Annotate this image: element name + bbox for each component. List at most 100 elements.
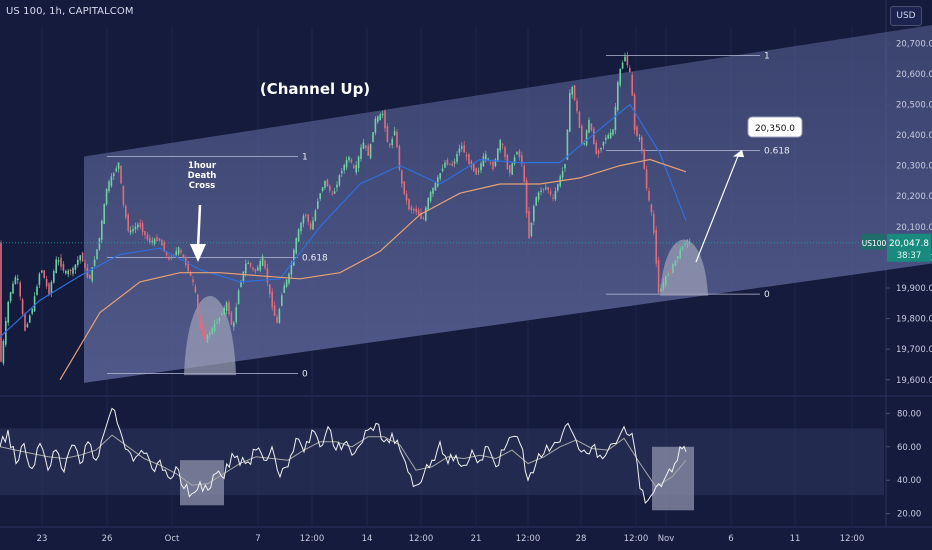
candle-body — [619, 69, 621, 85]
candle-body — [58, 260, 60, 261]
candle-body — [377, 116, 379, 121]
time-tick-label: 11 — [790, 534, 801, 544]
candle-body — [137, 224, 139, 227]
candle-body — [555, 191, 557, 199]
symbol-header: US 100, 1h, CAPITALCOM — [6, 6, 134, 17]
candle-body — [216, 322, 218, 323]
candle-body — [0, 243, 2, 362]
candle-body — [113, 173, 115, 176]
candle-body — [579, 112, 581, 128]
candle-body — [223, 308, 225, 314]
candle-body — [255, 269, 257, 271]
candle-body — [324, 181, 326, 188]
death-cross-label-1: 1hour — [188, 161, 217, 171]
fib-right-0-label: 0 — [764, 290, 770, 300]
candle-body — [39, 274, 41, 285]
candle-body — [180, 250, 182, 252]
candle-body — [557, 184, 559, 190]
candle-body — [372, 132, 374, 142]
time-tick-label: 23 — [37, 534, 48, 544]
currency-button[interactable]: USD — [890, 6, 922, 26]
candle-body — [610, 133, 612, 139]
candle-body — [245, 263, 247, 273]
candle-body — [77, 260, 79, 265]
candle-body — [663, 282, 665, 288]
osc-highlight-right — [652, 447, 694, 511]
candle-body — [418, 210, 420, 215]
candle-body — [65, 271, 67, 273]
candle-body — [651, 205, 653, 213]
candle-body — [221, 314, 223, 315]
time-tick-label: 14 — [362, 534, 373, 544]
candle-body — [111, 176, 113, 186]
candle-body — [547, 187, 549, 190]
candle-body — [672, 264, 674, 273]
candle-body — [432, 188, 434, 194]
candle-body — [576, 101, 578, 112]
candle-body — [67, 271, 69, 275]
candle-body — [293, 250, 295, 266]
candle-body — [106, 189, 108, 204]
candle-body — [315, 211, 317, 221]
channel-up-label: (Channel Up) — [260, 80, 370, 98]
candle-body — [684, 243, 686, 244]
candle-body — [149, 238, 151, 243]
time-tick-label: 12:00 — [409, 534, 434, 544]
candle-body — [531, 223, 533, 237]
candle-body — [202, 326, 204, 336]
candle-body — [75, 265, 77, 270]
candle-body — [365, 145, 367, 148]
candle-body — [334, 191, 336, 193]
candle-body — [617, 82, 619, 110]
candle-body — [197, 295, 199, 316]
candle-body — [612, 130, 614, 135]
candle-body — [564, 164, 566, 168]
candle-body — [473, 164, 475, 172]
candle-body — [487, 159, 489, 160]
candle-body — [586, 130, 588, 145]
candle-body — [319, 193, 321, 199]
candle-body — [485, 154, 487, 159]
candle-body — [142, 223, 144, 232]
candle-body — [211, 328, 213, 334]
time-tick-label: 12:00 — [516, 534, 541, 544]
candle-body — [346, 160, 348, 168]
candle-body — [144, 231, 146, 235]
candle-body — [516, 152, 518, 154]
candle-body — [504, 147, 506, 157]
candle-body — [403, 181, 405, 193]
candle-body — [207, 335, 209, 343]
candle-body — [655, 230, 657, 263]
candle-body — [519, 151, 521, 157]
candle-body — [41, 270, 43, 272]
candle-body — [641, 137, 643, 150]
candle-body — [115, 168, 117, 171]
fib-left-0618-label: 0.618 — [302, 253, 328, 263]
osc-tick-label: 40.00 — [897, 476, 921, 486]
candle-body — [466, 155, 468, 157]
candle-body — [636, 127, 638, 137]
candle-body — [679, 250, 681, 259]
candle-body — [646, 169, 648, 188]
candle-body — [195, 286, 197, 292]
candle-body — [139, 223, 141, 227]
candle-body — [444, 163, 446, 168]
candle-body — [3, 341, 5, 363]
candle-body — [492, 162, 494, 169]
candle-body — [396, 132, 398, 147]
candle-body — [540, 191, 542, 193]
candle-body — [653, 214, 655, 233]
candle-body — [231, 313, 233, 325]
candle-body — [17, 279, 19, 280]
candle-body — [7, 302, 9, 323]
price-tick-label: 20,200.0 — [896, 192, 932, 202]
candle-body — [226, 303, 228, 311]
candle-body — [283, 286, 285, 293]
price-tick-label: 19,900.0 — [896, 284, 932, 294]
candle-body — [439, 173, 441, 178]
candle-body — [327, 180, 329, 187]
candle-body — [27, 324, 29, 327]
candle-body — [574, 85, 576, 100]
